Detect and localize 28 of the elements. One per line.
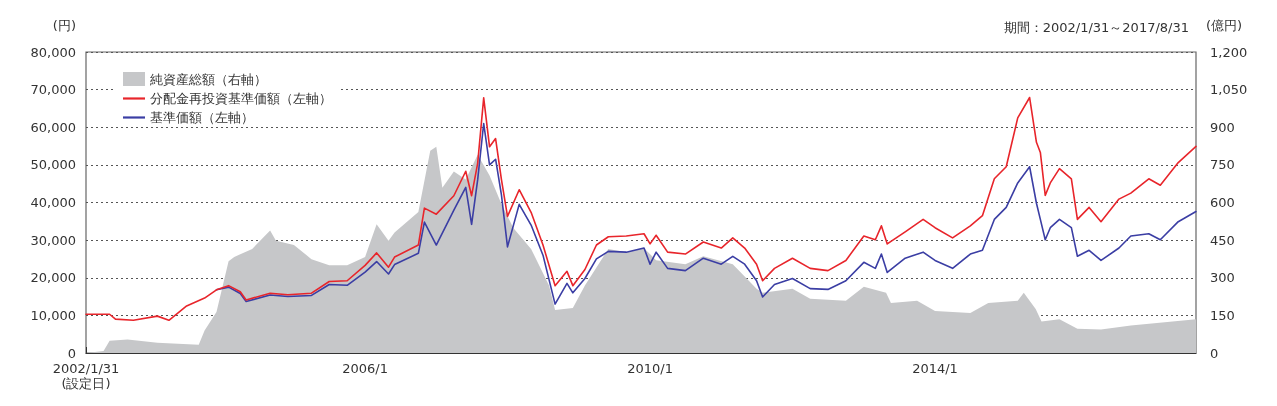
x-tick-label: 2006/1 <box>342 361 388 376</box>
y2-tick-label: 1,200 <box>1210 44 1248 60</box>
y2-tick-label: 450 <box>1210 232 1235 248</box>
x-tick-label: 2010/1 <box>627 361 673 376</box>
y2-tick-label: 150 <box>1210 307 1235 323</box>
legend-label: 純資産総額（右軸） <box>150 71 267 87</box>
y-tick-label: 30,000 <box>30 232 76 248</box>
y2-tick-label: 1,050 <box>1210 82 1248 98</box>
y2-axis-title: (億円) <box>1206 18 1243 33</box>
y2-tick-label: 750 <box>1210 157 1235 173</box>
y-tick-label: 20,000 <box>30 270 76 286</box>
y-tick-label: 40,000 <box>30 195 76 210</box>
y2-tick-label: 300 <box>1210 270 1235 286</box>
y-tick-label: 0 <box>67 345 76 361</box>
x-tick-label: 2002/1/31 (設定日) <box>52 361 120 391</box>
y-axis-title: (円) <box>52 18 76 33</box>
y-tick-label: 10,000 <box>30 307 76 323</box>
y2-tick-label: 0 <box>1210 345 1219 361</box>
y-tick-label: 60,000 <box>30 119 76 135</box>
y-tick-label: 70,000 <box>30 82 76 98</box>
text: 期間：2002/1/31～2017/8/31 <box>1003 20 1190 35</box>
y2-tick-label: 900 <box>1210 119 1235 135</box>
y2-tick-label: 600 <box>1210 195 1235 210</box>
x-tick-label: 2014/1 <box>912 361 958 376</box>
legend-label: 分配金再投資基準価額（左軸） <box>150 91 332 106</box>
legend-label: 基準価額（左軸） <box>150 110 254 125</box>
y-tick-label: 80,000 <box>30 44 76 60</box>
y-tick-label: 50,000 <box>30 157 76 173</box>
